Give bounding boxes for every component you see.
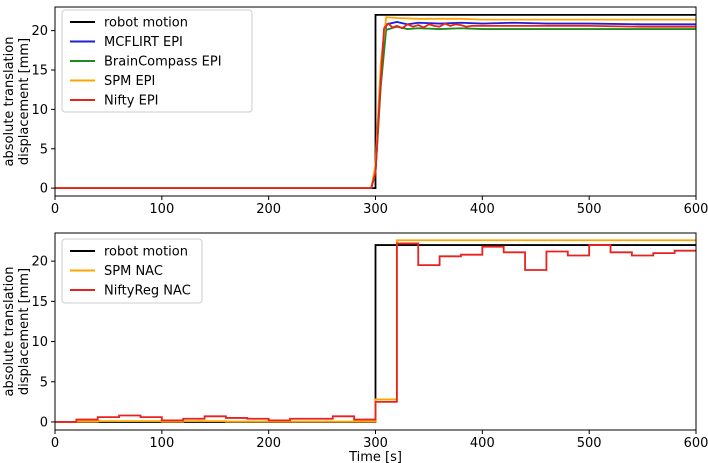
legend-entry: robot motion	[104, 245, 188, 260]
x-tick-label: 200	[256, 436, 281, 451]
x-tick-label: 300	[363, 202, 388, 217]
y-tick-label: 20	[31, 24, 48, 39]
series-line-spm-nac	[55, 239, 696, 423]
legend-box	[61, 9, 253, 113]
y-axis-label: absolute translationdisplacement [mm]	[2, 267, 32, 397]
legend-entry: BrainCompass EPI	[104, 55, 222, 70]
y-tick-label: 10	[31, 335, 48, 350]
x-tick-label: 100	[149, 202, 174, 217]
y-tick-label: 5	[40, 375, 48, 390]
x-tick-label: 600	[684, 202, 708, 217]
series-line-nifty-epi	[55, 22, 696, 190]
legend-entry: Nifty EPI	[104, 94, 159, 109]
x-axis-label: Time [s]	[348, 450, 402, 463]
series-line-niftyreg-nac	[55, 242, 696, 423]
legend-box	[61, 238, 203, 304]
x-tick-label: 600	[684, 436, 708, 451]
x-tick-label: 0	[51, 436, 59, 451]
legend-entry: MCFLIRT EPI	[104, 35, 183, 50]
x-tick-label: 400	[470, 202, 495, 217]
legend-entry: NiftyReg NAC	[104, 284, 191, 299]
x-tick-label: 0	[51, 202, 59, 217]
y-tick-label: 15	[31, 64, 48, 79]
plot-area	[55, 239, 696, 423]
y-tick-label: 20	[31, 255, 48, 270]
plot-area	[55, 13, 696, 190]
legend-entry: robot motion	[104, 16, 188, 31]
x-tick-label: 100	[149, 436, 174, 451]
y-axis-label: absolute translationdisplacement [mm]	[2, 37, 32, 167]
x-tick-label: 500	[577, 436, 602, 451]
legend-entry: SPM EPI	[104, 74, 155, 89]
legend-entry: SPM NAC	[104, 264, 163, 279]
y-tick-label: 0	[40, 182, 48, 197]
y-tick-label: 10	[31, 103, 48, 118]
x-tick-label: 200	[256, 202, 281, 217]
x-tick-label: 300	[363, 436, 388, 451]
y-tick-label: 0	[40, 415, 48, 430]
series-line-spm-epi	[55, 16, 696, 190]
y-tick-label: 5	[40, 142, 48, 157]
y-tick-label: 15	[31, 295, 48, 310]
legend: robot motion SPM NAC NiftyReg NAC	[61, 238, 203, 304]
x-tick-label: 500	[577, 202, 602, 217]
x-tick-label: 400	[470, 436, 495, 451]
legend: robot motion MCFLIRT EPI BrainCompass EPI S…	[61, 9, 253, 113]
